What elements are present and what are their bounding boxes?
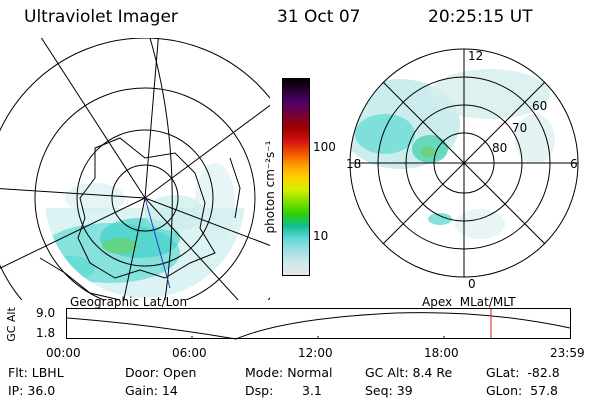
colorbar-tick-100: 100 xyxy=(313,140,336,154)
filter-readout: Flt: LBHL xyxy=(8,365,64,380)
x-tick-2359: 23:59 xyxy=(550,346,585,360)
alt-tick-9: 9.0 xyxy=(36,306,56,320)
mlat-label-80: 80 xyxy=(492,141,507,155)
time-label: 20:25:15 UT xyxy=(428,7,533,27)
altitude-curve xyxy=(66,312,571,340)
glon-readout: GLon: 57.8 xyxy=(486,383,558,398)
ip-readout: IP: 36.0 xyxy=(8,383,56,398)
mlt-label-18: 18 xyxy=(346,157,361,171)
date-label: 31 Oct 07 xyxy=(277,7,361,27)
dsp-label: Dsp: xyxy=(245,383,274,398)
altitude-plot xyxy=(66,308,571,340)
mlt-label-6: 6 xyxy=(570,157,578,171)
satellite-track xyxy=(144,197,171,289)
colorbar-unit-label: photon cm⁻²s⁻¹ xyxy=(263,140,277,234)
mlt-label-0: 0 xyxy=(468,277,476,291)
x-tick-1800: 18:00 xyxy=(424,346,459,360)
mode-readout: Mode: Normal xyxy=(245,365,333,380)
x-tick-0600: 06:00 xyxy=(172,346,207,360)
apex-caption: Apex MLat/MLT xyxy=(422,295,516,309)
mlt-label-12: 12 xyxy=(468,49,483,63)
seq-readout: Seq: 39 xyxy=(365,383,413,398)
mlat-mlt-plot: 12 18 6 0 60 70 80 xyxy=(346,48,579,291)
x-tick-0000: 00:00 xyxy=(46,346,81,360)
door-readout: Door: Open xyxy=(125,365,197,380)
continent-outline xyxy=(77,137,216,279)
instrument-title: Ultraviolet Imager xyxy=(24,7,178,27)
geographic-map xyxy=(0,38,270,300)
mlat-label-70: 70 xyxy=(512,121,527,135)
gc-alt-axis-label: GC Alt xyxy=(4,307,18,342)
geographic-caption: Geographic Lat/Lon xyxy=(70,295,188,309)
alt-tick-1.8: 1.8 xyxy=(36,326,56,340)
gc-alt-readout: GC Alt: 8.4 Re xyxy=(365,365,453,380)
dsp-value: 3.1 xyxy=(302,383,322,398)
x-tick-1200: 12:00 xyxy=(298,346,333,360)
glat-readout: GLat: -82.8 xyxy=(486,365,560,380)
aurora-image-right xyxy=(350,69,555,239)
colorbar-tick-10: 10 xyxy=(313,229,329,243)
colorbar xyxy=(282,78,310,276)
mlat-label-60: 60 xyxy=(532,99,547,113)
gain-readout: Gain: 14 xyxy=(125,383,178,398)
